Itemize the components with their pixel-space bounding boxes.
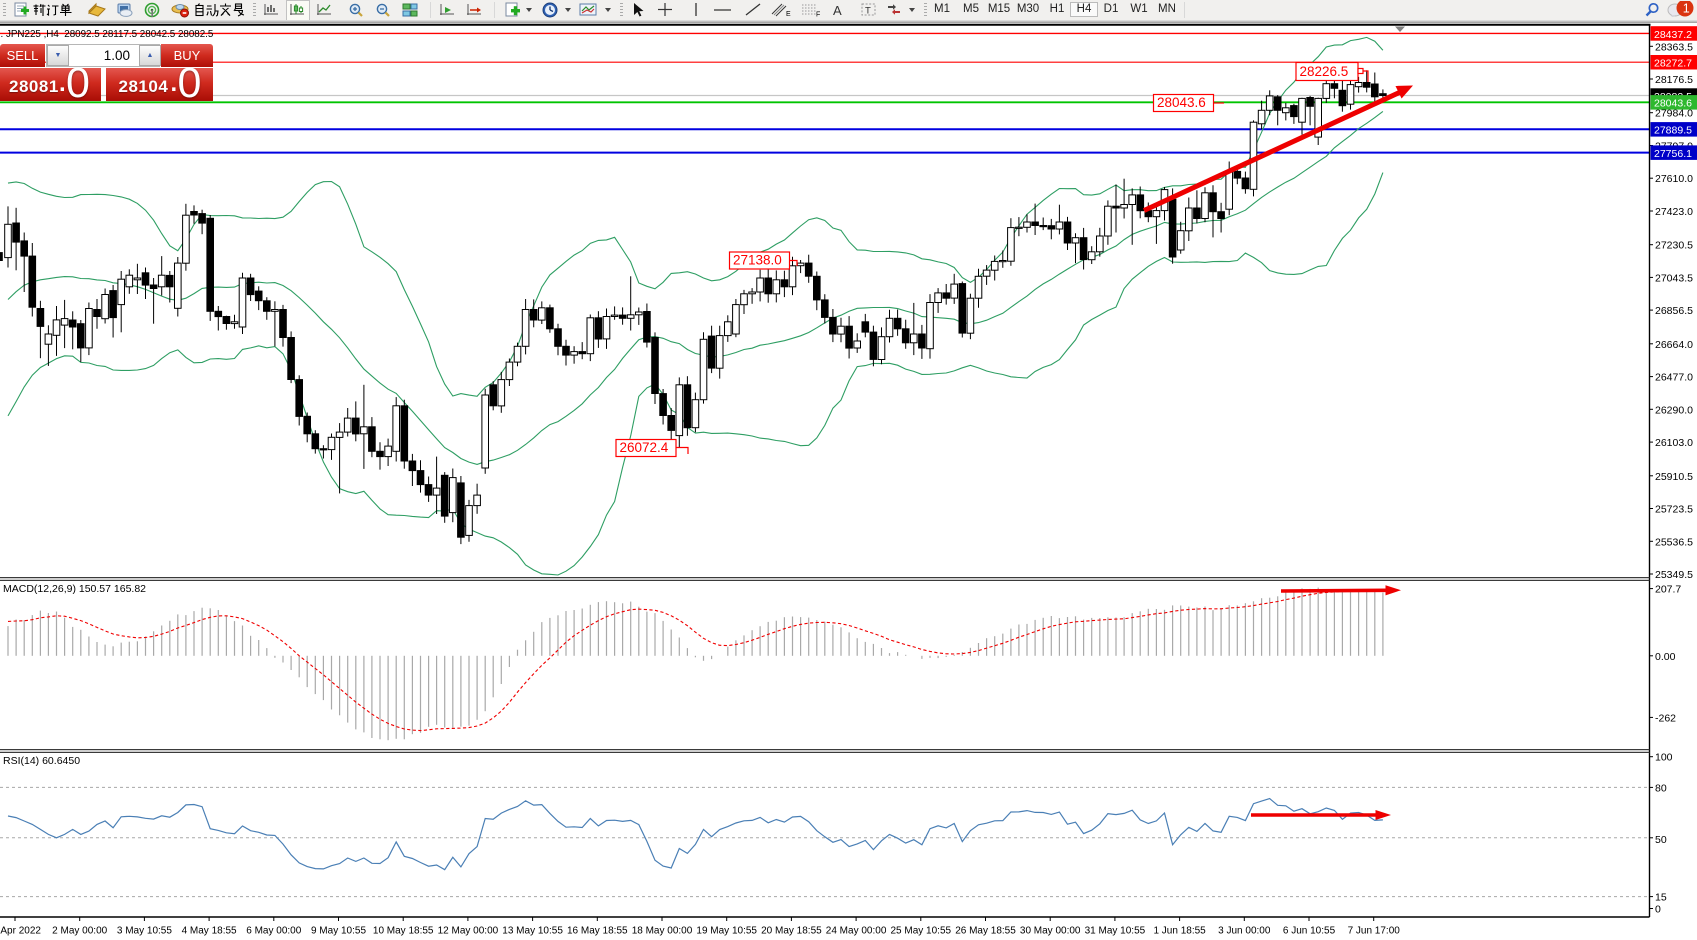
svg-text:80: 80 [1655,782,1667,794]
svg-text:2 May 00:00: 2 May 00:00 [52,926,107,937]
svg-text:27889.5: 27889.5 [1654,125,1692,137]
svg-text:13 May 10:55: 13 May 10:55 [502,926,563,937]
svg-text:26290.0: 26290.0 [1655,404,1693,416]
svg-text:27230.5: 27230.5 [1655,240,1693,252]
svg-text:18 May 00:00: 18 May 00:00 [632,926,693,937]
svg-text:26856.5: 26856.5 [1655,305,1693,317]
svg-text:.: . [1,29,4,40]
svg-text:26664.0: 26664.0 [1655,339,1693,351]
svg-text:12 May 00:00: 12 May 00:00 [438,926,499,937]
svg-text:27138.0: 27138.0 [733,253,782,268]
svg-text:100: 100 [1655,752,1673,764]
svg-text:24 May 00:00: 24 May 00:00 [826,926,887,937]
svg-text:T: T [865,6,871,17]
svg-text:6 May 00:00: 6 May 00:00 [246,926,301,937]
svg-text:27610.0: 27610.0 [1655,173,1693,185]
svg-text:25536.5: 25536.5 [1655,536,1693,548]
svg-text:3 Jun 00:00: 3 Jun 00:00 [1218,926,1271,937]
svg-text:27756.1: 27756.1 [1654,148,1692,160]
svg-text:F: F [816,12,820,19]
svg-text:28176.5: 28176.5 [1655,74,1693,86]
svg-text:6 Jun 10:55: 6 Jun 10:55 [1283,926,1336,937]
svg-text:MACD(12,26,9) 150.57 165.82: MACD(12,26,9) 150.57 165.82 [3,583,146,595]
svg-text:31 May 10:55: 31 May 10:55 [1085,926,1146,937]
svg-text:16 May 18:55: 16 May 18:55 [567,926,628,937]
svg-text:RSI(14) 60.6450: RSI(14) 60.6450 [3,755,80,767]
svg-text:28363.5: 28363.5 [1655,41,1693,53]
svg-text:30 May 00:00: 30 May 00:00 [1020,926,1081,937]
svg-text:29 Apr 2022: 29 Apr 2022 [0,926,41,937]
svg-text:E: E [786,11,791,18]
svg-text:3 May 10:55: 3 May 10:55 [117,926,172,937]
svg-text:19 May 10:55: 19 May 10:55 [696,926,757,937]
svg-text:4 May 18:55: 4 May 18:55 [182,926,237,937]
svg-text:1 Jun 18:55: 1 Jun 18:55 [1153,926,1206,937]
svg-text:28043.6: 28043.6 [1157,95,1206,110]
svg-text:26477.0: 26477.0 [1655,372,1693,384]
svg-text:25910.5: 25910.5 [1655,471,1693,483]
svg-text:26072.4: 26072.4 [620,440,669,455]
svg-text:15: 15 [1655,892,1667,904]
svg-text:28272.7: 28272.7 [1654,58,1692,70]
svg-text:-262: -262 [1655,712,1676,724]
svg-text:20 May 18:55: 20 May 18:55 [761,926,822,937]
svg-text:1: 1 [1683,2,1690,16]
svg-text:27043.5: 27043.5 [1655,272,1693,284]
svg-text:27423.0: 27423.0 [1655,206,1693,218]
svg-text:25 May 10:55: 25 May 10:55 [890,926,951,937]
svg-text:26 May 18:55: 26 May 18:55 [955,926,1016,937]
svg-text:7 Jun 17:00: 7 Jun 17:00 [1348,926,1401,937]
svg-text:0: 0 [1655,904,1661,916]
svg-text:28226.5: 28226.5 [1300,64,1349,79]
svg-text:25723.5: 25723.5 [1655,504,1693,516]
svg-text:25349.5: 25349.5 [1655,569,1693,581]
svg-text:28437.2: 28437.2 [1654,29,1692,41]
svg-text:26103.0: 26103.0 [1655,437,1693,449]
svg-text:50: 50 [1655,834,1667,846]
svg-text:27984.0: 27984.0 [1655,108,1693,120]
svg-text:9 May 10:55: 9 May 10:55 [311,926,366,937]
svg-text:JPN225 ,H4 28092.5 28117.5 28: JPN225 ,H4 28092.5 28117.5 28042.5 28082… [6,29,214,40]
svg-text:28043.6: 28043.6 [1654,98,1692,110]
svg-text:10 May 18:55: 10 May 18:55 [373,926,434,937]
svg-text:207.7: 207.7 [1655,584,1681,596]
svg-text:0.00: 0.00 [1655,651,1676,663]
